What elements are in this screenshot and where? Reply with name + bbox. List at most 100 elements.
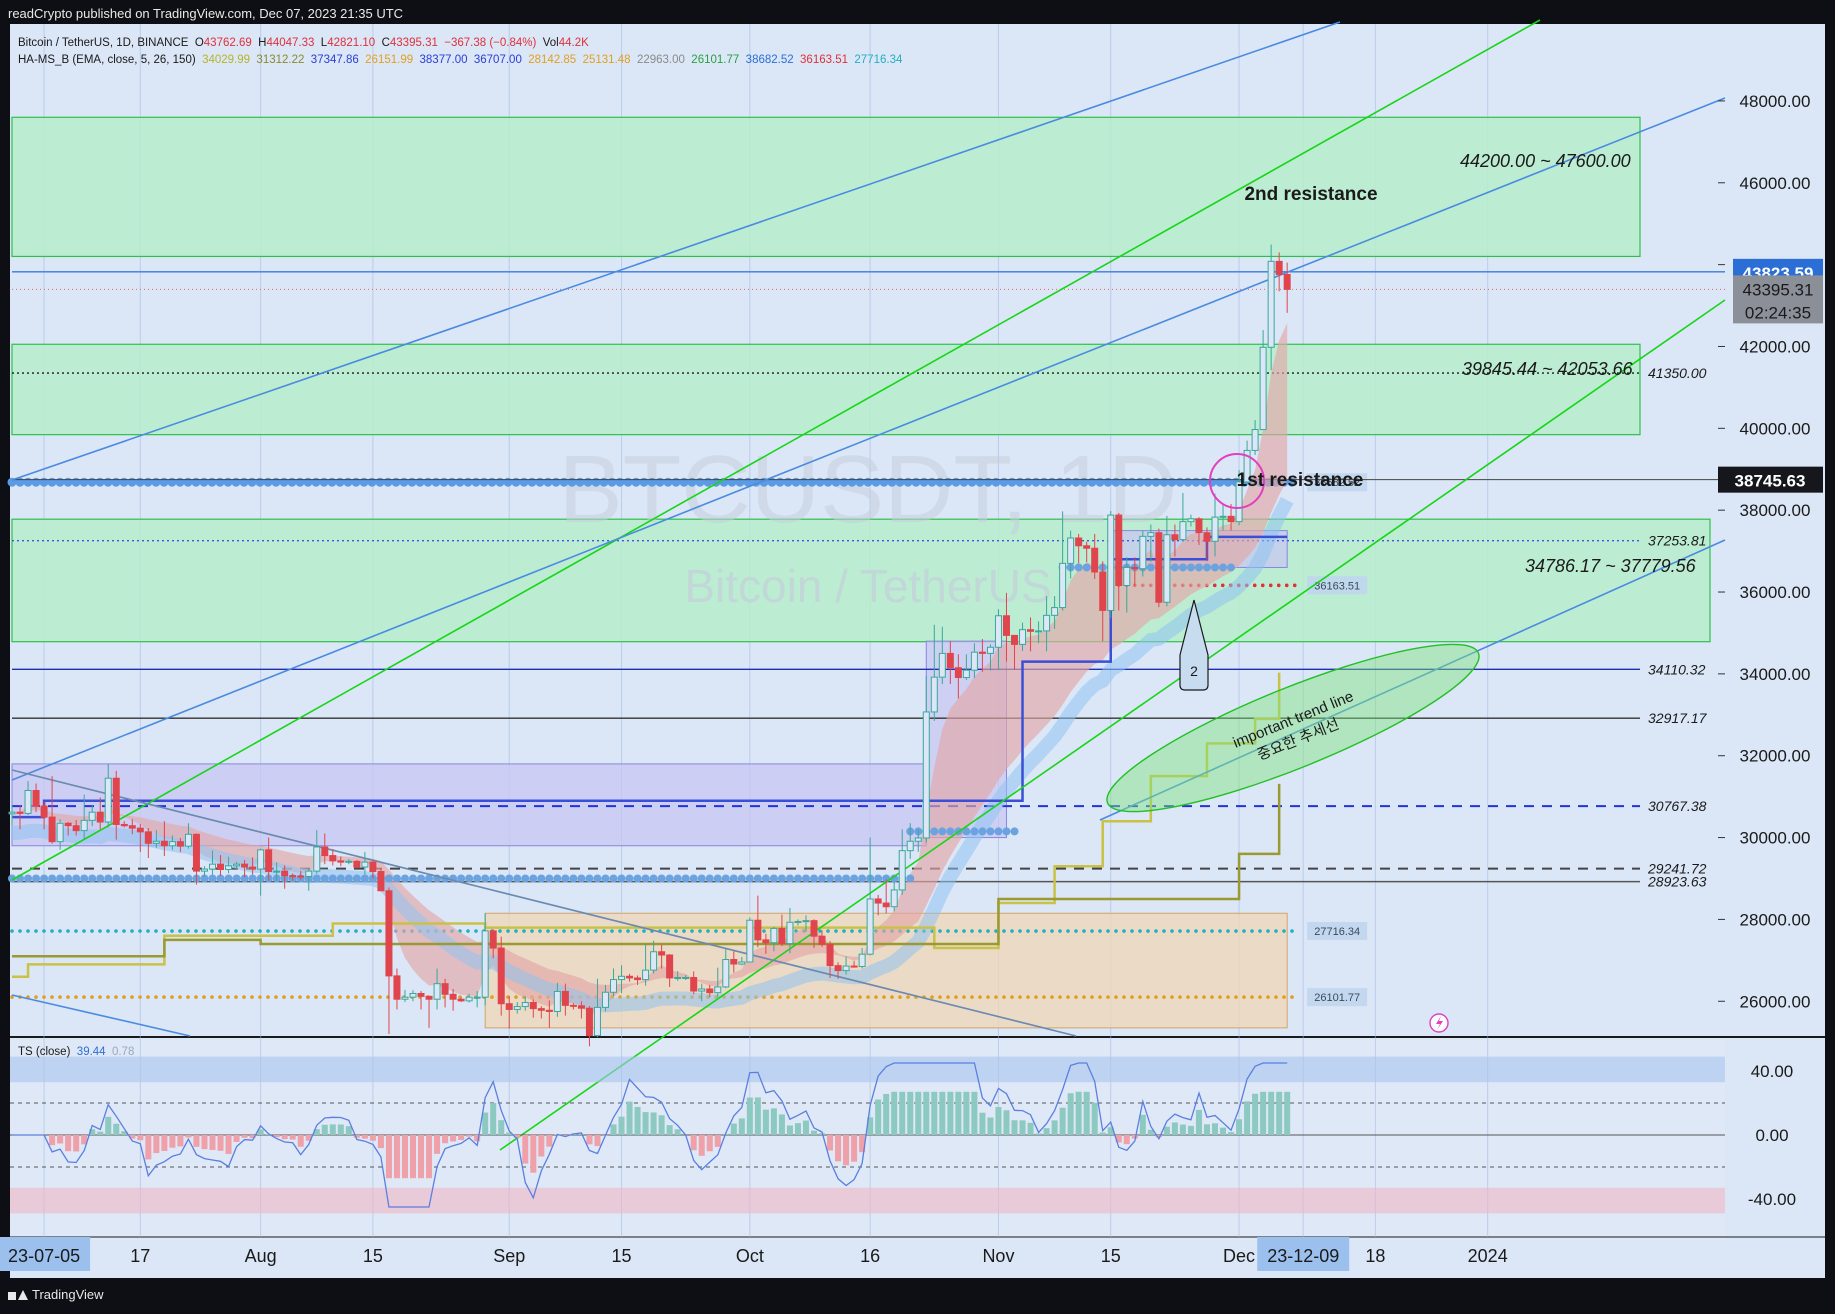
ts-histogram-bar bbox=[153, 1135, 160, 1154]
ts-histogram-bar bbox=[1155, 1135, 1162, 1138]
level-dot bbox=[1252, 583, 1257, 588]
candle-body bbox=[1099, 571, 1107, 611]
ts-tick-label: 0.00 bbox=[1755, 1126, 1788, 1145]
level-dot bbox=[1127, 477, 1137, 487]
ts-histogram-bar bbox=[498, 1120, 505, 1135]
indicator-dot bbox=[521, 874, 530, 883]
level-dot bbox=[618, 929, 622, 933]
level-dot bbox=[538, 929, 542, 933]
level-dot bbox=[1207, 477, 1217, 487]
level-dot bbox=[298, 995, 302, 999]
level-dot bbox=[1234, 995, 1238, 999]
level-dot bbox=[34, 929, 38, 933]
ts-histogram-bar bbox=[193, 1135, 200, 1147]
ts-histogram-bar bbox=[1284, 1091, 1291, 1135]
price-axis[interactable]: 26000.00 28000.00 30000.00 32000.00 34000.00… bbox=[1718, 92, 1823, 1209]
indicator-dot bbox=[689, 874, 698, 883]
level-dot bbox=[146, 995, 150, 999]
trend-line-ellipse bbox=[1106, 643, 1480, 813]
candle-body bbox=[241, 863, 249, 868]
time-axis[interactable]: 23-07-05 17 Aug 15 Sep 15 Oct 16 Nov 15 Dec 23-12-0… bbox=[0, 1237, 1508, 1271]
level-dot bbox=[50, 929, 54, 933]
level-dot bbox=[1186, 929, 1190, 933]
legend-ts-line: TS (close) 39.44 0.78 bbox=[18, 1046, 134, 1058]
level-dot bbox=[1026, 929, 1030, 933]
candle-body bbox=[962, 669, 970, 679]
level-dot bbox=[186, 995, 190, 999]
candle-body bbox=[80, 819, 88, 832]
ts-histogram-bar bbox=[915, 1091, 922, 1135]
ts-histogram-bar bbox=[305, 1135, 312, 1141]
ts-histogram-bar bbox=[313, 1129, 320, 1135]
level-dot bbox=[1015, 477, 1025, 487]
ts-histogram-bar bbox=[466, 1135, 473, 1137]
ts-histogram-bar bbox=[939, 1091, 946, 1135]
candle-body bbox=[297, 875, 305, 878]
ts-histogram-bar bbox=[658, 1115, 665, 1135]
level-dot bbox=[1175, 477, 1185, 487]
indicator-dot bbox=[970, 827, 979, 836]
legend-value: 0.78 bbox=[106, 1046, 135, 1058]
level-dot bbox=[1050, 995, 1054, 999]
level-dot bbox=[850, 995, 854, 999]
level-dot bbox=[911, 477, 921, 487]
ts-histogram-bar bbox=[1252, 1093, 1259, 1135]
watermark: BTCUSDT, 1D Bitcoin / TetherUS bbox=[559, 436, 1178, 612]
time-tick-label: 17 bbox=[130, 1246, 150, 1266]
level-dot bbox=[855, 477, 865, 487]
level-dot bbox=[1260, 583, 1265, 588]
level-dot bbox=[122, 995, 126, 999]
level-dot bbox=[1282, 929, 1286, 933]
price-tick-label: 26000.00 bbox=[1740, 992, 1811, 1011]
ts-histogram-bar bbox=[770, 1108, 777, 1135]
level-label-box bbox=[1307, 473, 1368, 492]
level-dot bbox=[370, 995, 374, 999]
candle-body bbox=[850, 965, 858, 968]
indicator-dot bbox=[850, 874, 859, 883]
level-dot bbox=[1010, 995, 1014, 999]
candle-body bbox=[40, 805, 48, 818]
level-dot bbox=[415, 477, 425, 487]
level-dot bbox=[354, 929, 358, 933]
indicator-dot bbox=[1178, 563, 1187, 572]
candle-body bbox=[192, 833, 200, 872]
candle-body bbox=[1027, 629, 1035, 632]
level-dot bbox=[1154, 929, 1158, 933]
level-dot bbox=[447, 477, 457, 487]
candle-body bbox=[529, 1001, 537, 1010]
level-dot bbox=[1215, 477, 1225, 487]
level-dot bbox=[90, 995, 94, 999]
candle-body bbox=[1115, 514, 1123, 586]
ts-histogram-bar bbox=[754, 1097, 761, 1135]
level-dot bbox=[439, 477, 449, 487]
candle-body bbox=[634, 977, 642, 981]
ts-histogram-bar bbox=[482, 1112, 489, 1135]
indicator-dot bbox=[609, 874, 618, 883]
level-dot bbox=[303, 477, 313, 487]
level-dot bbox=[1082, 995, 1086, 999]
callout-number: 2 bbox=[1190, 663, 1198, 679]
indicator-dot bbox=[1194, 563, 1203, 572]
level-dot bbox=[479, 477, 489, 487]
level-dot bbox=[151, 477, 161, 487]
level-dot bbox=[130, 995, 134, 999]
level-dot bbox=[567, 477, 577, 487]
level-dot bbox=[1042, 995, 1046, 999]
level-dot bbox=[810, 995, 814, 999]
ts-histogram-bar bbox=[634, 1106, 641, 1135]
ts-oscillator bbox=[10, 1056, 1725, 1214]
indicator-dot bbox=[1002, 827, 1011, 836]
indicator-dot bbox=[489, 874, 498, 883]
legend-value: 31312.22 bbox=[250, 54, 304, 66]
candle-body bbox=[986, 646, 994, 654]
indicator-dot bbox=[601, 874, 610, 883]
level-dot bbox=[1066, 995, 1070, 999]
indicator-dot bbox=[705, 874, 714, 883]
level-dot bbox=[18, 929, 22, 933]
level-dot bbox=[1159, 477, 1169, 487]
level-dot bbox=[170, 929, 174, 933]
level-dot bbox=[367, 477, 377, 487]
candle-body bbox=[8, 811, 16, 815]
level-dot bbox=[679, 477, 689, 487]
